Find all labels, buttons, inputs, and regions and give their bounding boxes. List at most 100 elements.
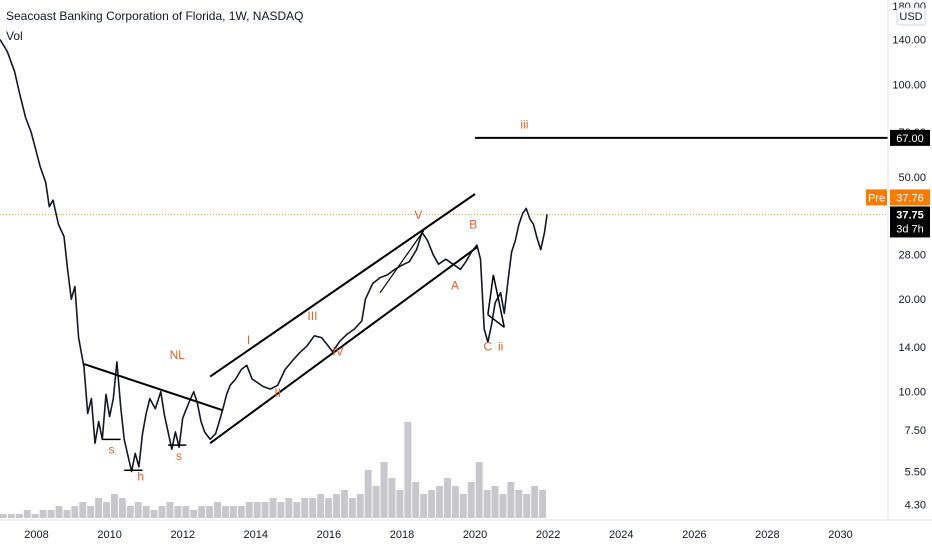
volume-bar <box>293 502 301 518</box>
currency-button[interactable]: USD <box>896 7 926 26</box>
wave-label: NL <box>170 348 186 362</box>
trendlines <box>83 136 888 472</box>
wave-label: s <box>176 449 182 463</box>
volume-bar <box>396 490 404 518</box>
volume-bar <box>198 506 206 518</box>
x-tick-label: 2008 <box>24 529 48 541</box>
volume-bar <box>523 494 531 518</box>
y-tick-label: 10.00 <box>898 387 926 399</box>
volume-bar <box>285 498 293 518</box>
volume-bar <box>372 486 380 518</box>
y-tick-label: 140.00 <box>892 35 926 47</box>
volume-bar <box>95 498 103 518</box>
volume-bar <box>103 502 110 518</box>
trendline <box>492 274 506 328</box>
volume-bar <box>507 482 515 518</box>
time-axis[interactable]: 2008 2010 2012 2014 2016 2018 2020 2022 2024 2026… <box>24 529 852 541</box>
chart-title: Seacoast Banking Corporation of Florida,… <box>6 9 304 23</box>
y-tick-label: 28.00 <box>898 249 926 261</box>
pre-price-bg <box>890 189 930 206</box>
volume-bar <box>340 490 348 518</box>
pre-price-label: 37.76 <box>896 192 924 204</box>
volume-bar <box>491 486 499 518</box>
volume-bar <box>356 494 364 518</box>
trendline <box>209 246 478 444</box>
volume-bar <box>443 478 451 518</box>
wave-label: III <box>307 309 317 323</box>
wave-label: IV <box>332 345 343 359</box>
wave-label: C <box>484 340 493 354</box>
y-tick-label: 50.00 <box>898 172 926 184</box>
trendline <box>379 230 425 294</box>
volume-bar <box>404 422 412 518</box>
volume-bar <box>412 482 420 518</box>
volume-bar <box>158 506 166 518</box>
wave-label: A <box>451 279 459 293</box>
volume-bar <box>87 506 95 518</box>
volume-bar <box>174 506 182 518</box>
volume-bar <box>420 494 428 518</box>
volume-bar <box>126 506 134 518</box>
volume-bar <box>467 482 475 518</box>
volume-bar <box>134 502 142 518</box>
currency-label: USD <box>899 11 922 23</box>
volume-bar <box>166 502 174 518</box>
volume-bar <box>150 510 158 518</box>
volume-bar <box>118 498 126 518</box>
volume-bar <box>475 462 483 518</box>
y-tick-label: 14.00 <box>898 342 926 354</box>
volume-bar <box>237 506 245 518</box>
x-tick-label: 2018 <box>390 529 414 541</box>
x-tick-label: 2010 <box>97 529 121 541</box>
volume-bar <box>245 502 253 518</box>
volume-bar <box>206 506 214 518</box>
countdown-label: 3d 7h <box>896 223 924 235</box>
y-tick-label: 20.00 <box>898 294 926 306</box>
volume-bar <box>253 502 261 518</box>
volume-bar <box>71 506 79 518</box>
trendline <box>487 274 495 315</box>
wave-label: iii <box>520 117 528 131</box>
volume-bar <box>364 470 372 518</box>
volume-bar <box>499 494 507 518</box>
pre-badge-label: Pre <box>868 192 885 204</box>
x-tick-label: 2024 <box>609 529 633 541</box>
volume-bar <box>229 506 237 518</box>
wave-label: s <box>108 442 114 456</box>
x-tick-label: 2026 <box>682 529 706 541</box>
x-tick-label: 2030 <box>828 529 852 541</box>
volume-bar <box>0 514 7 518</box>
wave-label: ii <box>498 340 503 354</box>
price-line <box>0 39 548 473</box>
volume-bar <box>79 502 87 518</box>
volume-bar <box>55 506 63 518</box>
x-tick-label: 2020 <box>463 529 487 541</box>
volume-label: Vol <box>6 29 23 43</box>
volume-bar <box>515 490 523 518</box>
volume-bar <box>317 494 325 518</box>
price-axis[interactable]: 180.00140.00100.0070.0050.0028.0020.0014… <box>892 1 926 511</box>
last-price-label: 37.75 <box>896 209 924 221</box>
volume-bar <box>451 486 459 518</box>
volume-bar <box>531 486 539 518</box>
x-tick-label: 2028 <box>755 529 779 541</box>
volume-bar <box>309 498 317 518</box>
volume-bar <box>142 506 150 518</box>
volume-bar <box>15 514 23 518</box>
trendline <box>83 363 224 412</box>
y-tick-label: 7.50 <box>905 425 926 437</box>
y-tick-label: 5.50 <box>905 467 926 479</box>
price-series <box>0 39 548 473</box>
trendline <box>487 314 505 328</box>
wave-label: II <box>274 386 281 400</box>
volume-bar <box>221 506 229 518</box>
volume-bar <box>348 498 356 518</box>
volume-bar <box>261 502 269 518</box>
wave-label: I <box>247 333 250 347</box>
volume-bar <box>47 510 55 518</box>
y-tick-label: 100.00 <box>892 79 926 91</box>
x-tick-label: 2016 <box>317 529 341 541</box>
volume-bars <box>0 422 547 518</box>
